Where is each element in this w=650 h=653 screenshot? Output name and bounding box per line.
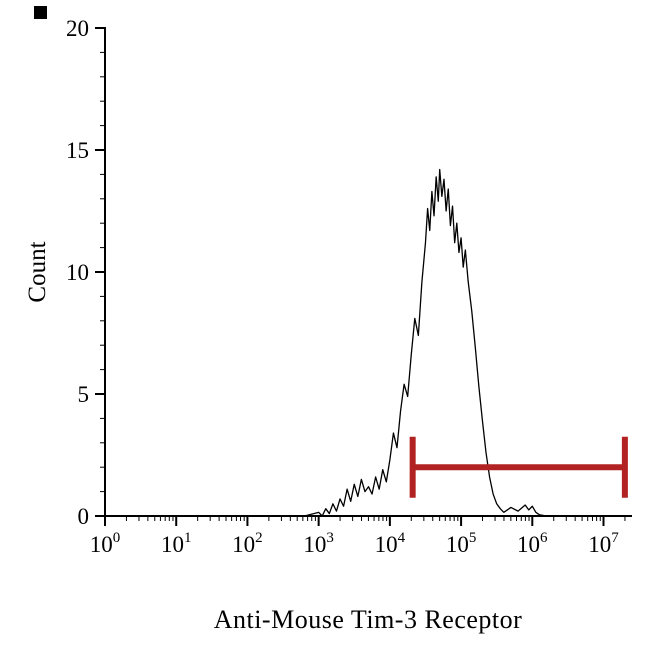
histogram-trace	[105, 168, 629, 517]
x-tick-label: 103	[303, 530, 334, 557]
y-tick-label: 5	[78, 382, 90, 407]
x-tick-label: 104	[375, 530, 406, 557]
y-tick-label: 20	[66, 16, 89, 41]
x-tick-label: 100	[90, 530, 121, 557]
x-tick-label: 107	[588, 530, 619, 557]
x-tick-label: 101	[161, 530, 192, 557]
y-tick-label: 0	[78, 504, 90, 529]
y-tick-label: 10	[66, 260, 89, 285]
x-tick-label: 102	[232, 530, 263, 557]
y-tick-label: 15	[66, 138, 89, 163]
gate-marker	[409, 436, 628, 498]
x-axis-label: Anti-Mouse Tim-3 Receptor	[213, 605, 523, 634]
axes	[95, 27, 632, 526]
x-tick-label: 105	[446, 530, 477, 557]
tick-labels: 0 5 10 15 20 100 101 102 103 104 105 106 107	[66, 16, 619, 557]
x-tick-label: 106	[517, 530, 548, 557]
corner-mark	[34, 6, 47, 19]
